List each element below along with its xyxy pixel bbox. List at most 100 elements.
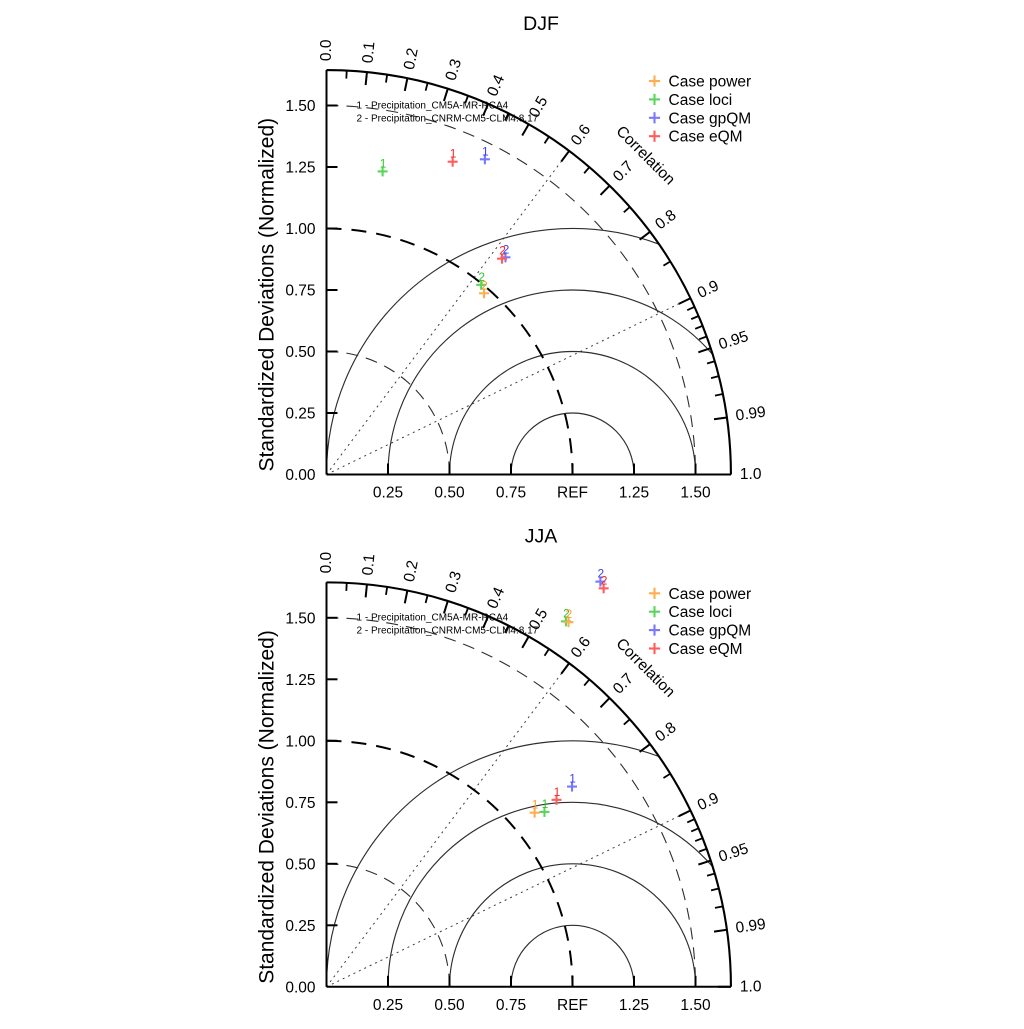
point-number-label: 1 [450,147,457,161]
model-annotation: 2 - Precipitation_CNRM-CM5-CLM4.8.17 [357,626,539,637]
corr-tick-major [600,186,609,195]
dotted-ray-corr-0.9 [327,811,691,987]
std-circle-0.5 [327,352,450,475]
x-tick-label: REF [557,485,588,502]
corr-tick-major [444,89,448,101]
point-number-label: 2 [481,278,488,292]
corr-tick-minor [711,888,719,890]
corr-tick-label: 0.99 [735,404,767,425]
y-tick-label: 0.75 [285,795,315,812]
corr-tick-minor [695,326,702,329]
corr-tick-major [366,72,367,85]
corr-tick-major [679,811,691,817]
corr-tick-major [561,151,569,161]
corr-tick-minor [426,83,428,91]
y-tick-label: 0.00 [285,467,316,484]
legend-label: Case loci [669,92,733,109]
model-annotation: 1 - Precipitation_CM5A-MR-RCA4 [357,613,509,624]
x-tick-label: REF [557,997,588,1014]
point-power-2: 2 [479,278,489,298]
corr-tick-minor [663,774,670,778]
corr-tick-minor [386,587,387,595]
point-gpQM-1: 1 [480,144,490,164]
corr-tick-label: 0.6 [568,121,595,148]
corr-tick-label: 0.2 [401,47,422,72]
corr-tick-minor [584,167,589,173]
corr-tick-label: 0.8 [652,207,679,234]
corr-tick-minor [624,207,630,212]
corr-tick-minor [691,316,698,319]
y-tick-label: 1.25 [285,160,315,177]
legend-label: Case gpQM [669,110,752,127]
corr-tick-label: 0.7 [610,670,637,697]
corr-tick-label: 0.9 [695,790,722,815]
x-tick-label: 1.50 [680,485,711,502]
panel-title: JJA [525,525,558,547]
y-axis-title: Standardized Deviations (Normalized) [256,630,279,984]
corr-tick-label: 0.7 [610,158,637,185]
y-axis-title: Standardized Deviations (Normalized) [256,118,279,472]
corr-tick-major [640,232,650,240]
corr-tick-minor [584,679,589,685]
y-tick-label: 0.00 [285,979,316,996]
x-tick-label: 1.25 [619,997,649,1014]
corr-tick-label: 0.9 [695,277,722,302]
legend-label: Case eQM [669,129,743,146]
point-loci-1: 1 [378,156,388,176]
rms-arc-0.75 [388,802,713,987]
corr-tick-minor [695,838,702,841]
y-tick-label: 0.75 [285,283,315,300]
point-eQM-2: 2 [599,573,609,593]
legend-label: Case eQM [669,641,743,658]
y-tick-label: 0.25 [285,918,315,935]
y-tick-label: 0.50 [285,856,316,873]
corr-tick-major [522,124,529,135]
y-tick-label: 1.00 [285,733,316,750]
dotted-ray-corr-0.9 [327,298,691,474]
corr-tick-major [561,663,569,673]
corr-tick-major [679,298,691,304]
corr-tick-label: 1.0 [740,978,762,995]
y-tick-label: 1.25 [285,672,315,689]
corr-tick-minor [426,595,428,603]
corr-tick-minor [707,874,715,876]
dotted-ray-corr-0.6 [327,151,570,475]
corr-tick-major [366,584,367,597]
point-number-label: 2 [566,607,573,621]
point-number-label: 1 [532,798,539,812]
point-number-label: 1 [542,797,549,811]
corr-tick-minor [711,376,719,378]
corr-tick-label: 0.99 [735,916,767,937]
model-annotation: 1 - Precipitation_CM5A-MR-RCA4 [357,100,509,111]
legend-label: Case power [669,74,752,91]
y-tick-label: 0.50 [285,344,316,361]
std-circle-1 [327,229,573,475]
corr-tick-minor [699,337,707,340]
corr-tick-minor [699,849,707,852]
y-tick-label: 1.50 [285,98,316,115]
corr-tick-minor [545,649,549,656]
corr-tick-minor [663,261,670,265]
point-number-label: 1 [569,772,576,786]
point-number-label: 2 [499,244,506,258]
point-number-label: 1 [554,785,561,799]
legend-label: Case loci [669,604,733,621]
corr-tick-major [444,601,448,613]
point-loci-1: 1 [539,797,549,817]
corr-tick-major [522,637,529,648]
rms-arc-1 [327,741,659,987]
corr-tick-label: 0.0 [318,551,335,573]
y-tick-label: 1.50 [285,610,316,627]
std-circle-0.5 [327,864,450,987]
corr-tick-label: 0.4 [484,584,508,611]
x-tick-label: 0.50 [434,997,465,1014]
panel-title: DJF [523,13,559,35]
corr-tick-major [405,78,408,91]
corr-tick-label: 0.4 [484,72,508,99]
corr-tick-minor [715,394,723,396]
